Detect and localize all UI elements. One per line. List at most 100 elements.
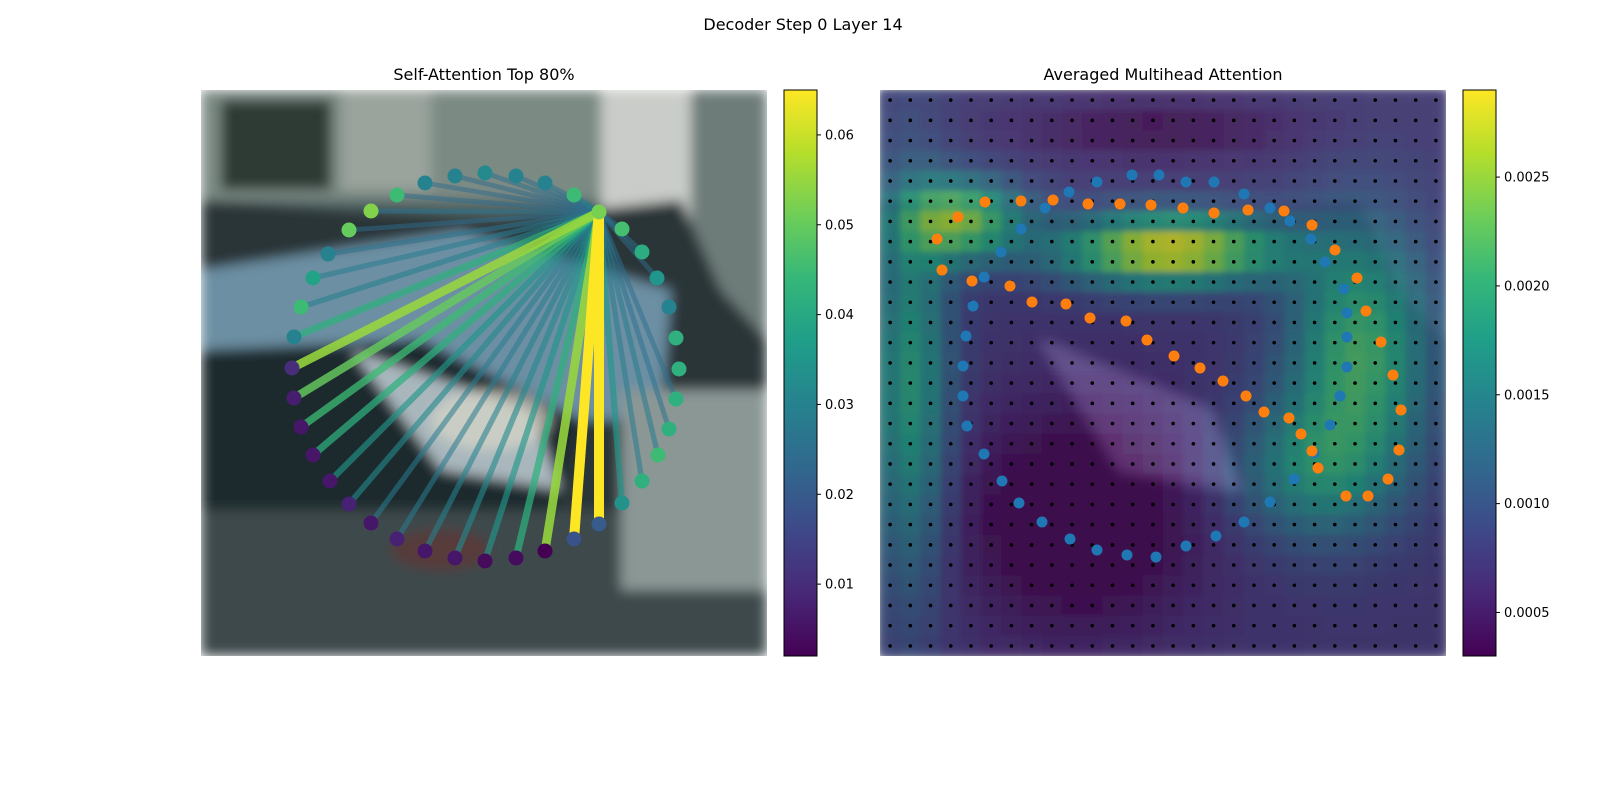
grid-dot xyxy=(1292,118,1297,123)
grid-dot xyxy=(1312,623,1317,628)
attention-edge xyxy=(396,192,600,215)
orange-point xyxy=(1395,404,1407,416)
attention-edge xyxy=(482,211,602,562)
grid-dot xyxy=(1171,179,1175,183)
grid-dot xyxy=(1211,522,1216,527)
grid-dot xyxy=(928,118,933,123)
grid-dot xyxy=(1353,441,1357,446)
grid-dot xyxy=(1110,644,1115,648)
grid-dot xyxy=(1413,583,1418,588)
grid-dot xyxy=(928,462,933,466)
grid-dot xyxy=(1252,300,1256,305)
grid-dot xyxy=(1151,623,1155,628)
grid-dot xyxy=(1171,138,1175,143)
grid-dot xyxy=(948,623,953,628)
grid-dot xyxy=(1353,583,1357,588)
grid-dot xyxy=(1050,138,1054,143)
blue-point xyxy=(1063,186,1075,198)
blue-point xyxy=(1180,176,1192,188)
grid-dot xyxy=(1191,320,1196,325)
grid-dot xyxy=(1272,401,1276,406)
grid-dot xyxy=(1252,623,1256,628)
grid-dot xyxy=(1029,199,1034,203)
grid-dot xyxy=(1292,300,1297,305)
grid-dot xyxy=(1333,239,1337,244)
blue-point xyxy=(1284,215,1296,227)
grid-dot xyxy=(1050,543,1054,547)
grid-dot xyxy=(1009,644,1014,648)
grid-dot xyxy=(908,320,913,325)
blue-point xyxy=(1180,540,1192,552)
grid-dot xyxy=(1312,320,1317,325)
grid-dot xyxy=(1393,583,1398,588)
grid-dot xyxy=(1070,623,1074,628)
colorbar-gradient xyxy=(783,89,818,657)
grid-dot xyxy=(948,482,953,486)
grid-dot xyxy=(1171,300,1175,305)
blue-point xyxy=(1264,496,1276,508)
grid-dot xyxy=(989,543,993,547)
multihead-attention-colorbar: 0.0005 0.0010 0.0015 0.0020 0.0025 xyxy=(1462,89,1550,657)
grid-dot xyxy=(1009,543,1014,547)
grid-dot xyxy=(1353,239,1357,244)
grid-dot xyxy=(1434,118,1438,123)
grid-dot xyxy=(908,583,913,588)
grid-dot xyxy=(1050,219,1054,224)
grid-dot xyxy=(928,644,933,648)
grid-dot xyxy=(1070,482,1074,486)
grid-dot xyxy=(1009,199,1014,203)
grid-dot xyxy=(1373,361,1378,365)
grid-dot xyxy=(1434,98,1438,102)
grid-dot xyxy=(1393,482,1398,486)
blue-point xyxy=(967,300,979,312)
grid-dot xyxy=(989,441,993,446)
grid-dot xyxy=(1029,280,1034,284)
grid-dot xyxy=(948,138,953,143)
grid-dot xyxy=(1211,158,1216,163)
grid-dot xyxy=(888,522,892,527)
grid-dot xyxy=(1029,543,1034,547)
grid-dot xyxy=(1050,623,1054,628)
grid-dot xyxy=(1312,361,1317,365)
grid-dot xyxy=(1231,158,1236,163)
grid-dot xyxy=(1050,179,1054,183)
grid-dot xyxy=(1211,421,1216,426)
grid-dot xyxy=(1292,583,1297,588)
grid-dot xyxy=(1353,361,1357,365)
grid-dot xyxy=(1252,522,1256,527)
grid-dot xyxy=(928,260,933,264)
query-point xyxy=(537,175,553,191)
grid-dot xyxy=(888,421,892,426)
orange-point xyxy=(1177,202,1189,214)
grid-dot xyxy=(1090,138,1095,143)
query-point xyxy=(286,390,302,406)
grid-dot xyxy=(1110,421,1115,426)
query-point xyxy=(284,360,300,376)
grid-dot xyxy=(1110,482,1115,486)
grid-dot xyxy=(1353,644,1357,648)
grid-dot xyxy=(1373,118,1378,123)
grid-dot xyxy=(1110,98,1115,102)
grid-dot xyxy=(1090,401,1095,406)
orange-point xyxy=(1082,198,1094,210)
grid-dot xyxy=(1312,340,1317,345)
grid-dot xyxy=(1353,522,1357,527)
grid-dot xyxy=(1231,502,1236,507)
grid-dot xyxy=(1110,462,1115,466)
grid-dot xyxy=(1211,644,1216,648)
grid-dot xyxy=(1191,623,1196,628)
grid-dot xyxy=(1272,138,1276,143)
grid-dot xyxy=(928,300,933,305)
blue-point xyxy=(1036,516,1048,528)
grid-dot xyxy=(948,300,953,305)
grid-dot xyxy=(989,462,993,466)
grid-dot xyxy=(1393,340,1398,345)
multihead-attention-title: Averaged Multihead Attention xyxy=(1044,65,1283,84)
grid-dot xyxy=(1333,522,1337,527)
grid-dot xyxy=(1434,280,1438,284)
blue-point xyxy=(978,271,990,283)
grid-dot xyxy=(1070,522,1074,527)
blue-point xyxy=(996,475,1008,487)
grid-dot xyxy=(1292,543,1297,547)
grid-dot xyxy=(1009,563,1014,567)
